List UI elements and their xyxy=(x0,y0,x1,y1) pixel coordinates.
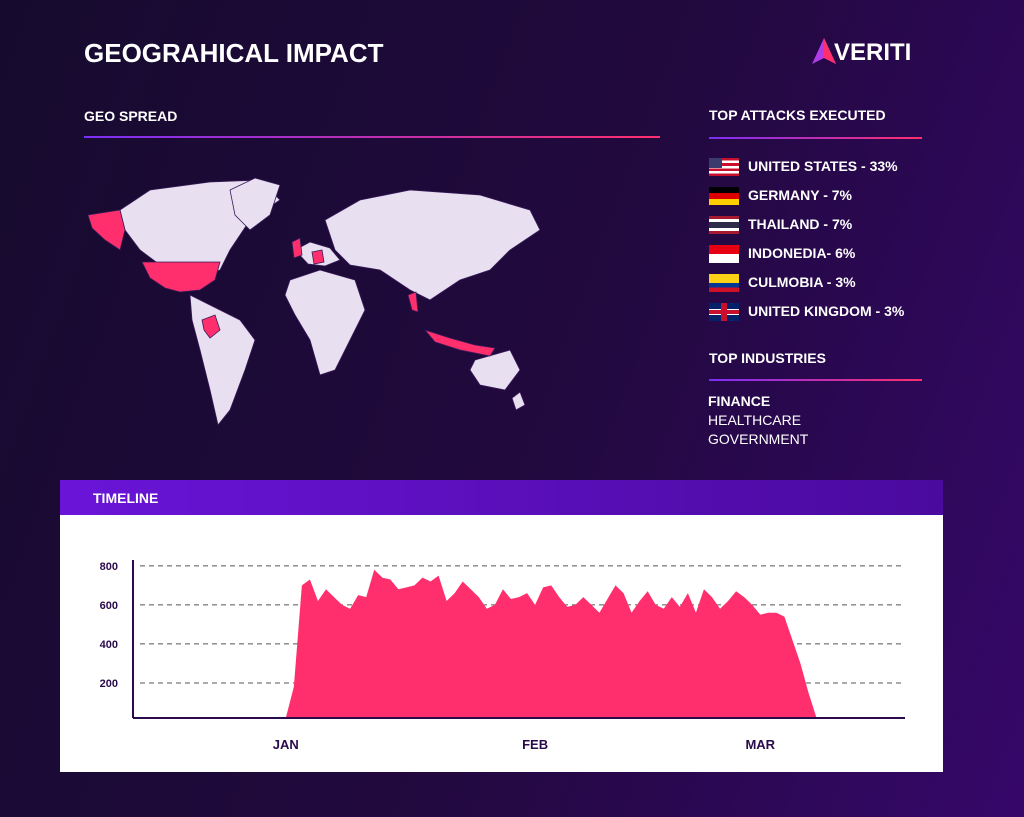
y-tick-label: 600 xyxy=(100,600,118,612)
flag xyxy=(709,216,739,234)
map-highlight xyxy=(87,209,496,357)
logo: VERITI xyxy=(812,38,911,66)
timeline-title: TIMELINE xyxy=(93,490,159,506)
industry-item: HEALTHCARE xyxy=(708,412,802,428)
divider xyxy=(84,136,660,138)
y-tick-label: 800 xyxy=(100,561,118,573)
y-tick-label: 400 xyxy=(100,639,118,651)
timeline-header xyxy=(60,480,943,515)
area xyxy=(285,569,817,718)
flag xyxy=(709,303,739,321)
attack-item: UNITED KINGDOM - 3% xyxy=(748,303,905,319)
attack-item: INDONEDIA- 6% xyxy=(748,245,856,261)
flag xyxy=(709,187,739,205)
flag xyxy=(709,274,739,292)
section-title: TOP INDUSTRIES xyxy=(709,350,826,366)
industry-item: GOVERNMENT xyxy=(708,431,809,447)
page-title: GEOGRAHICAL IMPACT xyxy=(84,38,384,68)
flag xyxy=(709,158,739,176)
logo-mark xyxy=(824,38,836,64)
world-map xyxy=(87,177,541,426)
section-title: TOP ATTACKS EXECUTED xyxy=(709,107,886,123)
map-land xyxy=(119,177,541,426)
flag xyxy=(709,245,739,263)
section-title: GEO SPREAD xyxy=(84,108,178,124)
logo-text: VERITI xyxy=(834,39,911,66)
attack-item: THAILAND - 7% xyxy=(748,216,853,232)
x-tick-label: FEB xyxy=(522,737,548,752)
x-tick-label: JAN xyxy=(273,737,299,752)
attack-item: GERMANY - 7% xyxy=(748,187,852,203)
industry-item: FINANCE xyxy=(708,393,771,409)
attack-item: UNITED STATES - 33% xyxy=(748,158,898,174)
divider xyxy=(709,137,922,139)
y-tick-label: 200 xyxy=(100,678,118,690)
divider xyxy=(709,379,922,381)
x-tick-label: MAR xyxy=(745,737,775,752)
attack-item: CULMOBIA - 3% xyxy=(748,274,856,290)
